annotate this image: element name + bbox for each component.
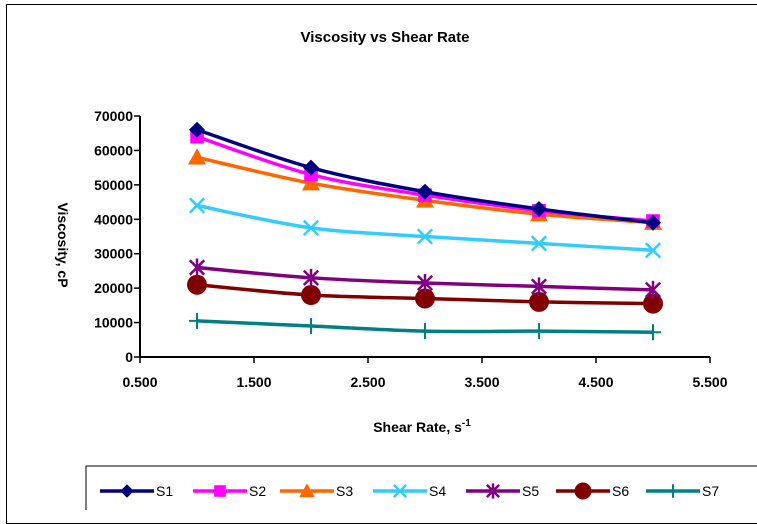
legend-item-S3: S3 [280,483,353,499]
y-tick-label: 20000 [94,280,133,296]
legend-label: S3 [336,483,353,499]
y-tick-label: 50000 [94,177,133,193]
marker-circle [415,288,435,309]
chart: Viscosity vs Shear Rate 0 10000 20000 30000… [55,29,757,510]
series-S4 [188,197,662,259]
marker-x [530,235,548,252]
x-tick-label: 0.500 [122,374,157,390]
legend-label: S2 [249,483,266,499]
chart-title: Viscosity vs Shear Rate [301,29,470,46]
y-tick-label: 70000 [94,108,133,124]
x-axis-label: Shear Rate, s-1 [373,418,471,435]
y-tick-label: 60000 [94,142,133,158]
marker-circle [187,274,207,295]
marker-plus [645,324,661,341]
legend-item-S2: S2 [193,483,266,499]
series-line [196,128,654,225]
marker-star [644,280,662,299]
chart-frame [6,4,757,524]
marker-plus [303,318,319,335]
y-tick-label: 30000 [94,246,133,262]
marker-plus [531,323,547,340]
y-tick-label: 0 [125,349,133,365]
legend-item-S1: S1 [100,483,173,499]
series-S2 [190,129,660,228]
marker-diamond [531,200,547,217]
series-line [196,134,654,223]
marker-plus [666,484,680,498]
marker-square [214,485,226,497]
marker-circle [643,293,663,314]
series-S7 [189,312,661,341]
marker-triangle [302,174,320,191]
legend-label: S1 [156,483,173,499]
marker-diamond [645,214,661,231]
legend-item-S6: S6 [556,482,629,500]
marker-x [302,219,320,236]
y-axis-label: Viscosity, cP [55,202,71,287]
x-tick-label: 3.500 [464,374,499,390]
marker-star [416,273,434,292]
marker-star [530,277,548,296]
marker-x [416,228,434,245]
series-S1 [189,121,661,231]
marker-diamond [417,183,433,200]
x-tick-label: 2.500 [350,374,385,390]
x-tick-label: 1.500 [236,374,271,390]
series-S6 [187,274,663,314]
marker-diamond [303,159,319,176]
marker-x [392,483,408,499]
series-line [196,203,654,253]
legend-label: S6 [612,483,629,499]
marker-plus [189,312,205,329]
legend: S1 S2 S3 S4 S5 S6 S7 [100,482,719,500]
legend-item-S7: S7 [646,483,719,499]
marker-circle [301,285,321,306]
series-S5 [188,258,662,299]
x-tick-label: 5.500 [692,374,727,390]
y-tick-label: 40000 [94,211,133,227]
y-tick-label: 10000 [94,315,133,331]
marker-plus [417,323,433,340]
marker-diamond [120,484,134,498]
legend-label: S4 [429,483,446,499]
x-tick-label: 4.500 [578,374,613,390]
marker-circle [529,291,549,312]
marker-circle [574,482,592,500]
marker-star [188,258,206,277]
marker-star [302,268,320,287]
marker-diamond [189,121,205,138]
legend-label: S5 [522,483,539,499]
plot-area: 0 10000 20000 30000 40000 50000 60000 70000 0.50… [94,108,728,390]
legend-item-S4: S4 [373,483,446,499]
x-axis-label-text: Shear Rate, s [373,419,462,435]
legend-item-S5: S5 [466,483,539,499]
marker-star [485,483,501,499]
legend-box [85,465,757,510]
legend-label: S7 [702,483,719,499]
x-axis-label-superscript: -1 [462,418,471,429]
marker-x [188,197,206,214]
marker-x [644,242,662,259]
marker-triangle [188,148,206,165]
marker-triangle [299,483,315,498]
